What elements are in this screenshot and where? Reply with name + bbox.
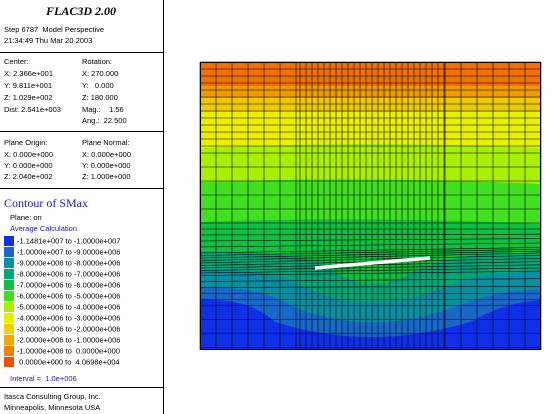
legend-label: -8.0000e+006 to -7.0000e+006 (17, 269, 120, 278)
mesh (199, 61, 542, 350)
value: Y: 0.000e+000 (4, 161, 53, 170)
legend-swatch (4, 313, 14, 323)
legend-swatch (4, 335, 14, 345)
contour-band (200, 299, 541, 350)
legend-label: -1.1481e+007 to -1.0000e+007 (17, 236, 120, 245)
calculation: Average Calculation (10, 224, 77, 233)
legend-swatch (4, 280, 14, 290)
legend-label: -7.0000e+006 to -6.0000e+006 (17, 280, 120, 289)
label: Rotation: (82, 57, 112, 66)
value: Ang.: 22.500 (82, 116, 127, 125)
label: Plane Origin: (4, 138, 47, 147)
legend-swatch (4, 236, 14, 246)
value: Y: 9.811e+001 (4, 81, 52, 90)
legend-label: -1.0000e+007 to -9.0000e+006 (17, 247, 120, 256)
value: Z: 1.000e+000 (82, 172, 131, 181)
plane-state: Plane: on (10, 213, 42, 222)
value: X: 0.000e+000 (82, 150, 131, 159)
legend-swatch (4, 247, 14, 257)
footer: Minneapolis, Minnesota USA (4, 403, 100, 412)
legend-swatch (4, 258, 14, 268)
mesh-line (199, 264, 542, 271)
legend-label: 0.0000e+000 to 4.0698e+004 (17, 357, 120, 366)
contour-plot (199, 61, 542, 350)
contour-title: Contour of SMax (4, 196, 88, 210)
label: Plane Normal: (82, 138, 130, 147)
legend-label: -3.0000e+006 to -2.0000e+006 (17, 324, 120, 333)
mesh-line (199, 267, 542, 274)
value: Mag.: 1.56 (82, 105, 124, 114)
title: FLAC3D 2.00 (45, 4, 116, 18)
legend-label: -1.0000e+006 to 0.0000e+000 (17, 346, 120, 355)
legend-swatch (4, 291, 14, 301)
footer: Itasca Consulting Group, Inc. (4, 392, 101, 401)
legend-swatch (4, 324, 14, 334)
value: X: 2.366e+001 (4, 69, 53, 78)
mesh-line (199, 248, 542, 256)
mesh-line (199, 252, 542, 261)
label: Center: (4, 57, 29, 66)
interval: Interval = 1.0e+006 (10, 374, 77, 383)
value: Y: 0.000e+000 (82, 161, 131, 170)
legend-swatch (4, 357, 14, 367)
legend-label: -4.0000e+006 to -3.0000e+006 (17, 313, 120, 322)
value: Y: 0.000 (82, 81, 114, 90)
mesh-line (199, 242, 542, 248)
mesh-line (199, 286, 542, 288)
legend-swatch (4, 269, 14, 279)
value: Dist: 2.541e+003 (4, 105, 61, 114)
plot-border (200, 62, 541, 350)
value: X: 0.000e+000 (4, 150, 53, 159)
value: Z: 2.040e+002 (4, 172, 53, 181)
legend: -1.1481e+007 to -1.0000e+007 -1.0000e+007… (4, 236, 120, 367)
value: X: 270.000 (82, 69, 118, 78)
value: Z: 180.000 (82, 93, 118, 102)
legend-label: -5.0000e+006 to -4.0000e+006 (17, 302, 120, 311)
legend-label: -9.0000e+006 to -8.0000e+006 (17, 258, 120, 267)
value: Z: 1.029e+002 (4, 93, 53, 102)
step: Step 6787 Model Perspective (4, 25, 104, 34)
mesh-line (199, 233, 542, 236)
legend-label: -2.0000e+006 to -1.0000e+006 (17, 335, 120, 344)
legend-swatch (4, 302, 14, 312)
mesh-line (199, 247, 542, 254)
legend-swatch (4, 346, 14, 356)
mesh-line (199, 254, 542, 264)
legend-label: -6.0000e+006 to -5.0000e+006 (17, 291, 120, 300)
mesh-line (199, 278, 542, 282)
mesh-line (199, 250, 542, 259)
mesh-line (199, 238, 542, 242)
crack (314, 256, 431, 270)
timestamp: 21:34:49 Thu Mar 20 2003 (4, 36, 92, 45)
mesh-line (199, 270, 542, 276)
